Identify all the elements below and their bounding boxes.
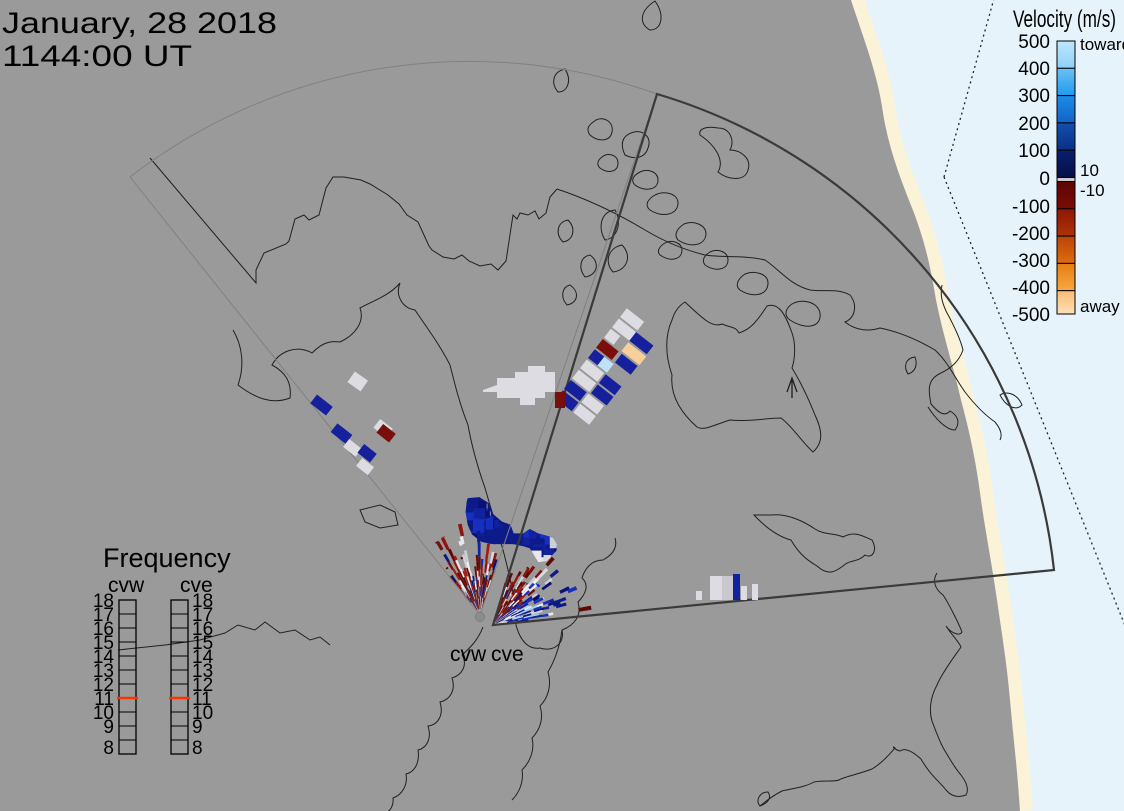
svg-text:cvw: cvw xyxy=(450,643,487,666)
svg-text:-500: -500 xyxy=(1012,305,1050,326)
svg-text:100: 100 xyxy=(1018,141,1050,162)
svg-text:1144:00 UT: 1144:00 UT xyxy=(2,40,192,73)
svg-text:toward: toward xyxy=(1080,35,1124,54)
svg-text:-100: -100 xyxy=(1012,197,1050,218)
svg-text:300: 300 xyxy=(1018,86,1050,107)
svg-text:-300: -300 xyxy=(1012,251,1050,272)
svg-text:Velocity (m/s): Velocity (m/s) xyxy=(1013,6,1116,33)
svg-text:8: 8 xyxy=(103,738,114,759)
svg-text:9: 9 xyxy=(192,717,203,738)
svg-text:away: away xyxy=(1080,297,1120,316)
svg-text:400: 400 xyxy=(1018,59,1050,80)
svg-text:-10: -10 xyxy=(1080,181,1105,200)
svg-text:9: 9 xyxy=(103,717,114,738)
svg-text:-200: -200 xyxy=(1012,224,1050,245)
svg-text:200: 200 xyxy=(1018,114,1050,135)
svg-text:8: 8 xyxy=(192,738,203,759)
svg-text:-400: -400 xyxy=(1012,278,1050,299)
svg-text:January, 28 2018: January, 28 2018 xyxy=(2,7,277,40)
svg-text:0: 0 xyxy=(1039,169,1050,190)
svg-text:Frequency: Frequency xyxy=(103,543,231,573)
svg-text:cve: cve xyxy=(491,643,524,666)
svg-text:500: 500 xyxy=(1018,32,1050,53)
svg-text:10: 10 xyxy=(1080,161,1099,180)
